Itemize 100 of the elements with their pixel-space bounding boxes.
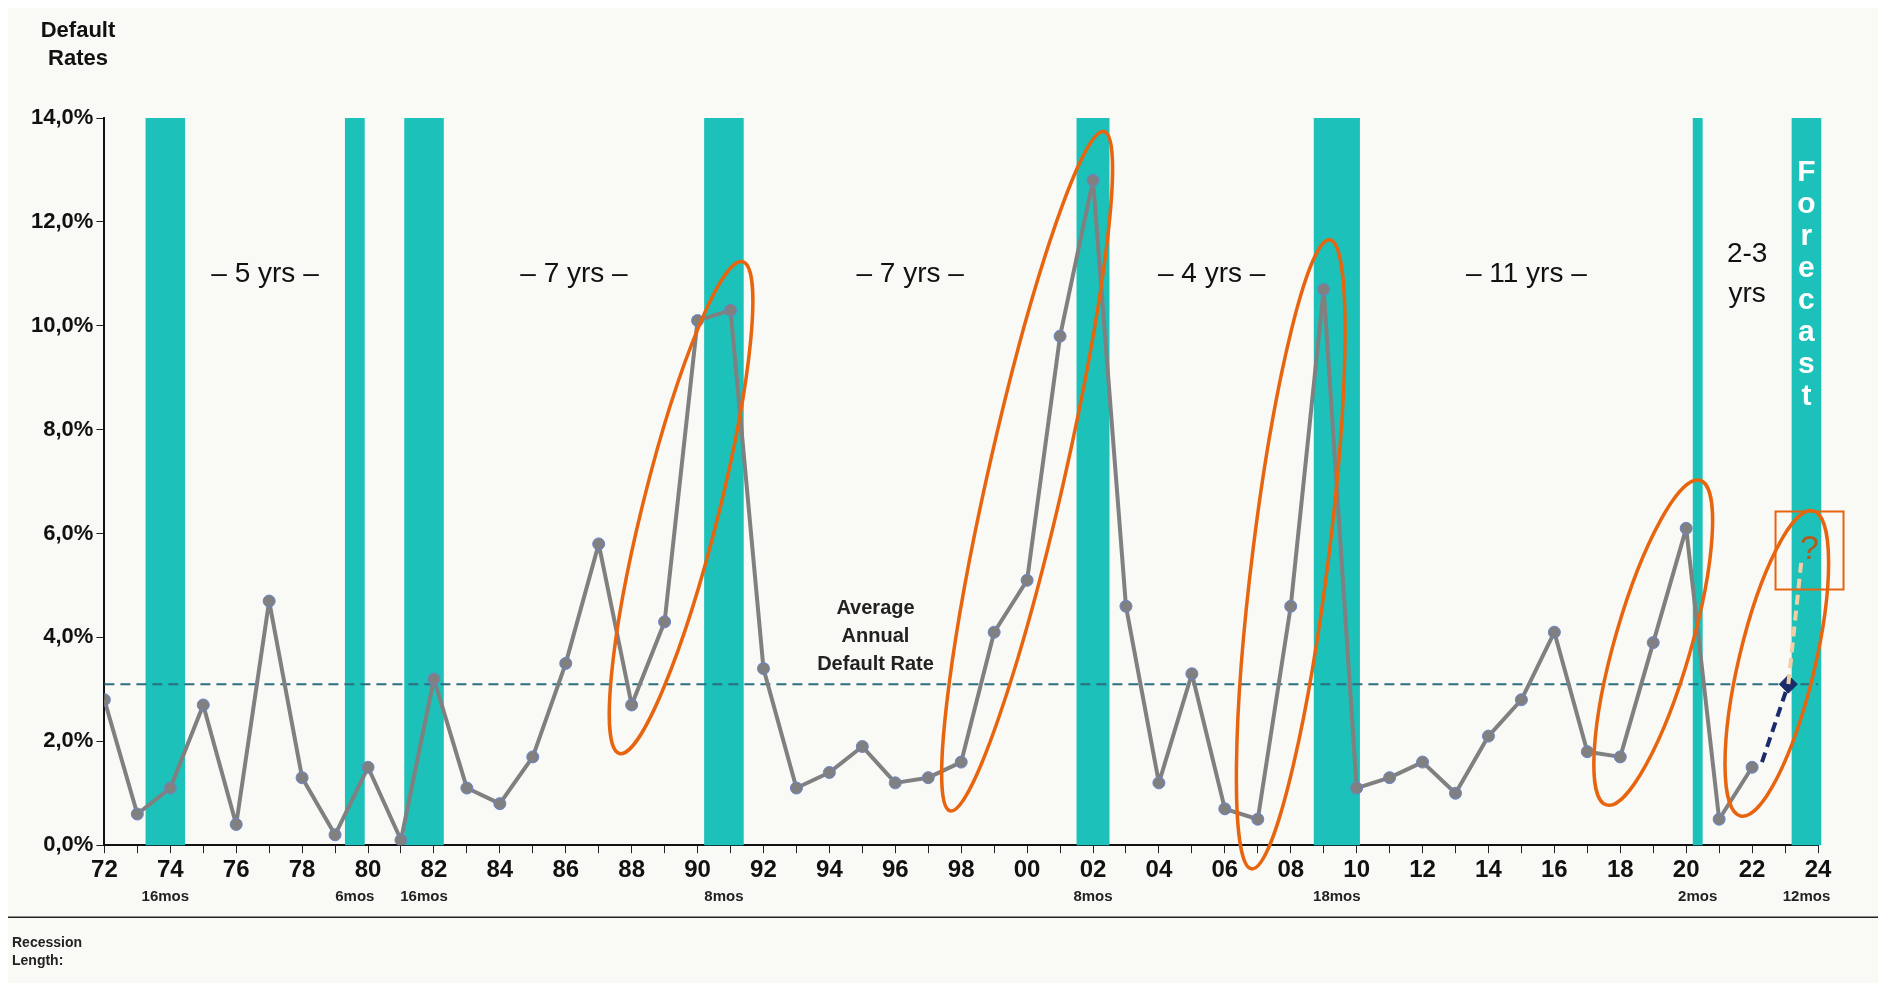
point [1646,636,1660,650]
y-axis-title: Default Rates [40,17,116,71]
y-tick-label: 8,0% [43,415,94,441]
annotation: ? [1800,527,1819,566]
x-tick-label: 98 [947,855,975,883]
point [1119,599,1133,613]
point [1284,599,1298,613]
point [295,771,309,785]
point [559,656,573,670]
point [789,781,803,795]
text: Recession Length: [12,934,83,969]
ref-line-label: Average Annual Default Rate [817,595,934,674]
point [1679,521,1693,535]
point [493,797,507,811]
annotation: – 11 yrs – [1465,257,1588,289]
x-tick-label: 16 [1541,855,1568,883]
band-label: 2mos [1678,887,1718,905]
point [163,781,177,795]
annotation: Forecast [1797,154,1816,412]
point [1218,802,1232,816]
band-label: 6mos [335,887,375,905]
x-tick-label: 96 [881,855,909,883]
x-tick-label: 76 [222,855,250,883]
point [724,303,738,317]
point [328,828,342,842]
x-tick-label: 08 [1277,855,1305,883]
x-tick-label: 14 [1475,855,1503,883]
x-tick-label: 00 [1013,855,1041,883]
point [1383,771,1397,785]
point [855,740,869,754]
point [361,760,375,774]
point [1745,760,1759,774]
point [1053,329,1067,343]
y-tick-label: 12,0% [30,207,94,233]
point [130,807,144,821]
point [987,625,1001,639]
x-tick-label: 18 [1606,855,1634,883]
point [822,765,836,779]
x-tick-label: 10 [1343,855,1370,883]
annotation: – 4 yrs – [1157,257,1266,289]
x-tick-label: 88 [618,855,645,883]
point [625,698,639,712]
y-tick-label: 4,0% [43,623,94,649]
y-tick-label: 0,0% [43,831,94,857]
band-label: 18mos [1313,887,1361,905]
point [460,781,474,795]
point [262,594,276,608]
band-label: 8mos [1073,887,1113,905]
band-label: 12mos [1782,887,1831,905]
point [1086,173,1100,187]
x-tick-label: 22 [1738,855,1766,883]
y-tick-label: 6,0% [43,519,94,545]
point [427,672,441,686]
x-tick-label: 86 [552,855,580,883]
point [888,776,902,790]
y-tick-label: 10,0% [30,311,94,337]
point [756,662,770,676]
point [1416,755,1430,769]
x-tick-label: 72 [91,855,118,883]
x-tick-label: 24 [1804,855,1832,883]
point [1020,573,1034,587]
point [954,755,968,769]
x-tick-label: 74 [156,855,185,883]
point [658,615,672,629]
point [394,833,408,846]
point [1481,729,1495,743]
point [592,537,606,551]
x-tick-label: 20 [1672,855,1700,883]
point [196,698,210,712]
point [1251,812,1265,826]
annotation: 2-3 yrs [1726,237,1768,309]
x-tick-label: 12 [1409,855,1436,883]
x-tick-label: 04 [1145,855,1173,883]
point [1547,625,1561,639]
band-label: 16mos [400,887,448,905]
band-label: 16mos [141,887,190,905]
x-tick-label: 80 [354,855,382,883]
point [1580,745,1594,759]
band-label: 8mos [704,887,744,905]
x-tick-label: 06 [1211,855,1239,883]
point [1152,776,1166,790]
x-tick-label: 92 [750,855,777,883]
point [1449,786,1462,800]
x-tick-label: 94 [816,855,844,883]
point [1317,282,1331,296]
x-tick-label: 78 [288,855,316,883]
point [1712,812,1726,826]
point [921,771,935,785]
point [1185,667,1199,681]
y-tick-label: 2,0% [43,727,94,753]
point [1613,750,1627,764]
annotation: – 7 yrs – [520,257,629,289]
annotation: – 5 yrs – [211,257,320,289]
x-tick-label: 02 [1079,855,1107,883]
point [229,817,243,831]
annotation: – 7 yrs – [856,257,965,289]
x-tick-label: 84 [486,855,514,883]
y-tick-label: 14,0% [30,104,94,130]
point [1514,693,1528,707]
point [526,750,540,764]
